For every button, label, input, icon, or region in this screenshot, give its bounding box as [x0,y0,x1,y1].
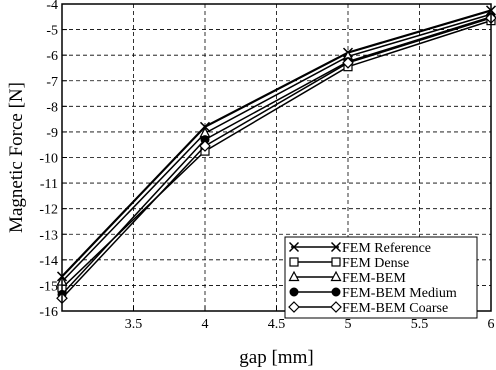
legend-marker [289,287,299,297]
legend-label: FEM-BEM Medium [342,286,457,301]
y-tick-label: -16 [39,305,58,320]
series-line [61,13,492,283]
data-point [199,140,211,152]
x-tick-label: 4 [202,317,209,332]
data-point [199,121,211,132]
legend-marker [288,241,300,253]
x-tick-label: 4.5 [268,317,286,332]
y-tick-label: -4 [46,0,58,13]
legend-marker [330,270,342,282]
y-tick-label: -10 [39,152,58,167]
y-tick-label: -15 [39,279,58,294]
y-tick-label: -11 [40,177,58,192]
series-line [61,19,492,289]
series-line [61,9,492,278]
x-tick-label: 5.5 [411,317,429,332]
x-tick-label: 5 [345,317,352,332]
legend-item: FEM Reference [288,241,431,256]
legend-marker [331,287,341,297]
y-tick-label: -5 [46,24,58,39]
legend-item: FEM-BEM Medium [289,286,457,301]
legend-item: FEM Dense [289,256,409,271]
legend-label: FEM Dense [342,256,409,271]
series-line [61,16,492,295]
y-tick-label: -6 [46,49,58,64]
y-tick-label: -7 [46,75,58,90]
x-tick-label: 6 [488,317,495,332]
legend-item: FEM-BEM Coarse [288,301,448,316]
y-tick-label: -12 [39,203,58,218]
legend-item: FEM-BEM [288,270,406,286]
legend-label: FEM-BEM [342,271,406,286]
legend-marker [289,257,299,267]
series-line [61,17,492,299]
series-lines [56,5,496,305]
legend-label: FEM Reference [342,241,431,256]
axis-ticks: 3.5 4 4.5 5 5.5 6 -4 -5 -6 -7 -8 -9 -10 -11 -12 -13 -14 -… [39,0,494,332]
y-tick-label: -8 [46,100,58,115]
legend-marker [288,270,300,282]
y-tick-label: -9 [46,126,58,141]
legend-marker [331,257,341,267]
legend-marker [330,301,342,313]
data-point [342,56,354,69]
legend-marker [330,241,342,253]
legend-marker [288,301,300,313]
y-axis-label: Magnetic Force [N] [6,82,27,233]
y-tick-label: -13 [39,228,58,243]
x-tick-label: 3.5 [125,317,143,332]
legend-label: FEM-BEM Coarse [342,301,448,316]
x-axis-label: gap [mm] [239,347,313,368]
y-tick-label: -14 [39,254,58,269]
